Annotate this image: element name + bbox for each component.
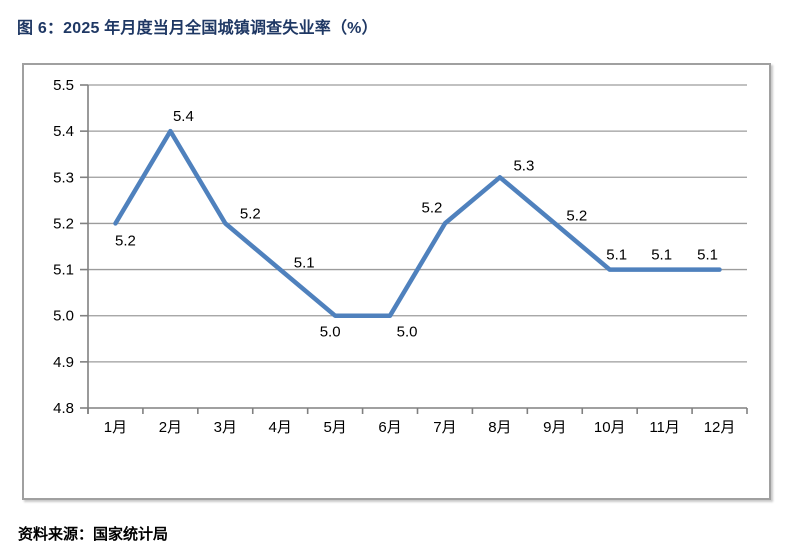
x-tick-labels: 1月 2月 3月 4月 5月 6月 7月 8月 9月 10月 11月 12月: [104, 419, 736, 436]
data-label: 5.0: [397, 324, 418, 341]
x-tick-label: 11月: [649, 419, 680, 436]
data-label: 5.2: [240, 205, 261, 222]
data-label: 5.0: [320, 324, 341, 341]
data-label: 5.2: [115, 232, 136, 249]
x-tick-label: 3月: [214, 419, 237, 436]
y-tick-labels: 5.5 5.4 5.3 5.2 5.1 5.0 4.9 4.8: [53, 77, 74, 417]
y-tick-label: 4.8: [53, 400, 74, 417]
y-tick-label: 5.0: [53, 308, 74, 325]
line-chart-svg: 5.5 5.4 5.3 5.2 5.1 5.0 4.9 4.8 1月 2月 3月 4月 5月 6月 7月 8月…: [53, 77, 748, 436]
x-tick-label: 10月: [594, 419, 626, 436]
data-label: 5.4: [173, 108, 194, 125]
y-tick-label: 5.4: [53, 123, 74, 140]
gridlines: [88, 84, 747, 363]
data-label: 5.1: [294, 255, 315, 272]
y-tick-label: 5.5: [53, 77, 74, 94]
x-tick-label: 1月: [104, 419, 127, 436]
y-tick-label: 5.2: [53, 215, 74, 232]
x-tick-label: 8月: [488, 419, 511, 436]
source-note: 资料来源：国家统计局: [18, 526, 169, 543]
chart-title: 图 6：2025 年月度当月全国城镇调查失业率（%）: [17, 20, 378, 37]
chart-plot-area: 5.5 5.4 5.3 5.2 5.1 5.0 4.9 4.8 1月 2月 3月 4月 5月 6月 7月 8月…: [22, 63, 771, 500]
x-tick-label: 6月: [378, 419, 401, 436]
data-label: 5.1: [606, 247, 627, 264]
data-label: 5.2: [566, 207, 587, 224]
data-label: 5.3: [513, 157, 534, 174]
x-tick-label: 9月: [543, 419, 566, 436]
data-label: 5.2: [422, 199, 443, 216]
data-labels: 5.2 5.4 5.2 5.1 5.0 5.0 5.2 5.3 5.2 5.1 5.1 5.1: [115, 108, 718, 341]
data-label: 5.1: [697, 247, 718, 264]
data-line: [113, 128, 722, 318]
x-tick-label: 4月: [269, 419, 292, 436]
y-tick-label: 5.1: [53, 262, 74, 279]
y-tick-label: 5.3: [53, 169, 74, 186]
y-tick-label: 4.9: [53, 354, 74, 371]
axes: [80, 84, 748, 414]
data-label: 5.1: [651, 247, 672, 264]
x-tick-label: 2月: [159, 419, 182, 436]
x-tick-label: 12月: [704, 419, 736, 436]
x-tick-label: 7月: [433, 419, 456, 436]
x-tick-label: 5月: [323, 419, 346, 436]
